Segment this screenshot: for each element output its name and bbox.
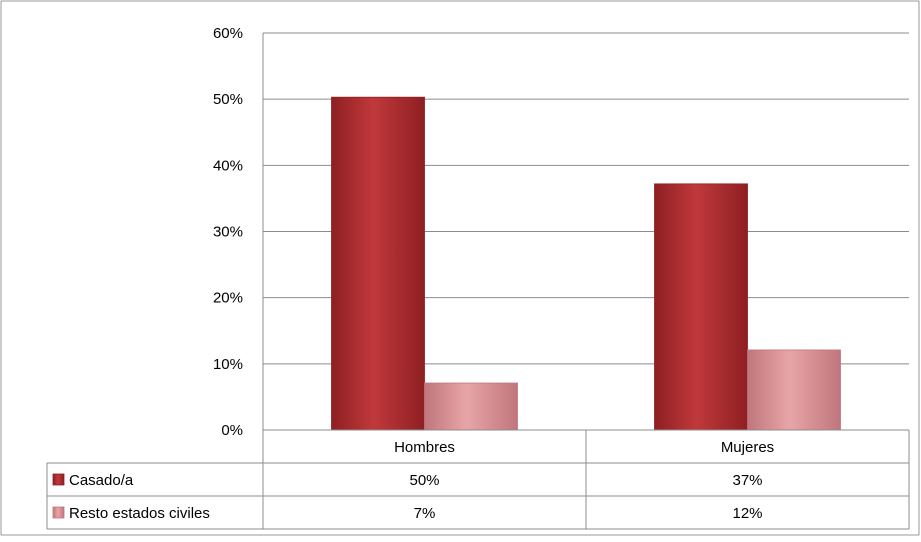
x-category-label: Mujeres (721, 439, 774, 456)
legend-label: Resto estados civiles (69, 505, 210, 522)
data-value-label: 12% (732, 505, 762, 522)
y-tick-label: 20% (213, 290, 243, 307)
legend-key (52, 473, 65, 486)
y-tick-label: 50% (213, 91, 243, 108)
y-axis-tick-labels: 0% 10% 20% 30% 40% 50% 60% (213, 25, 243, 439)
y-tick-label: 30% (213, 224, 243, 241)
legend-label: Casado/a (69, 472, 134, 489)
legend-key (52, 506, 65, 519)
bar-casado-hombres (331, 96, 425, 431)
x-category-label: Hombres (394, 439, 455, 456)
y-tick-label: 10% (213, 356, 243, 373)
bar-casado-mujeres (654, 183, 748, 431)
data-value-label: 37% (732, 472, 762, 489)
data-value-label: 50% (409, 472, 439, 489)
bars (331, 96, 841, 431)
data-value-label: 7% (414, 505, 436, 522)
bar-resto-mujeres (747, 349, 841, 431)
bar-resto-hombres (424, 382, 518, 431)
data-table: Hombres Mujeres Casado/a 50% 37% Resto estado… (46, 429, 910, 530)
y-tick-label: 60% (213, 25, 243, 42)
y-tick-label: 40% (213, 157, 243, 174)
y-tick-label: 0% (221, 422, 243, 439)
